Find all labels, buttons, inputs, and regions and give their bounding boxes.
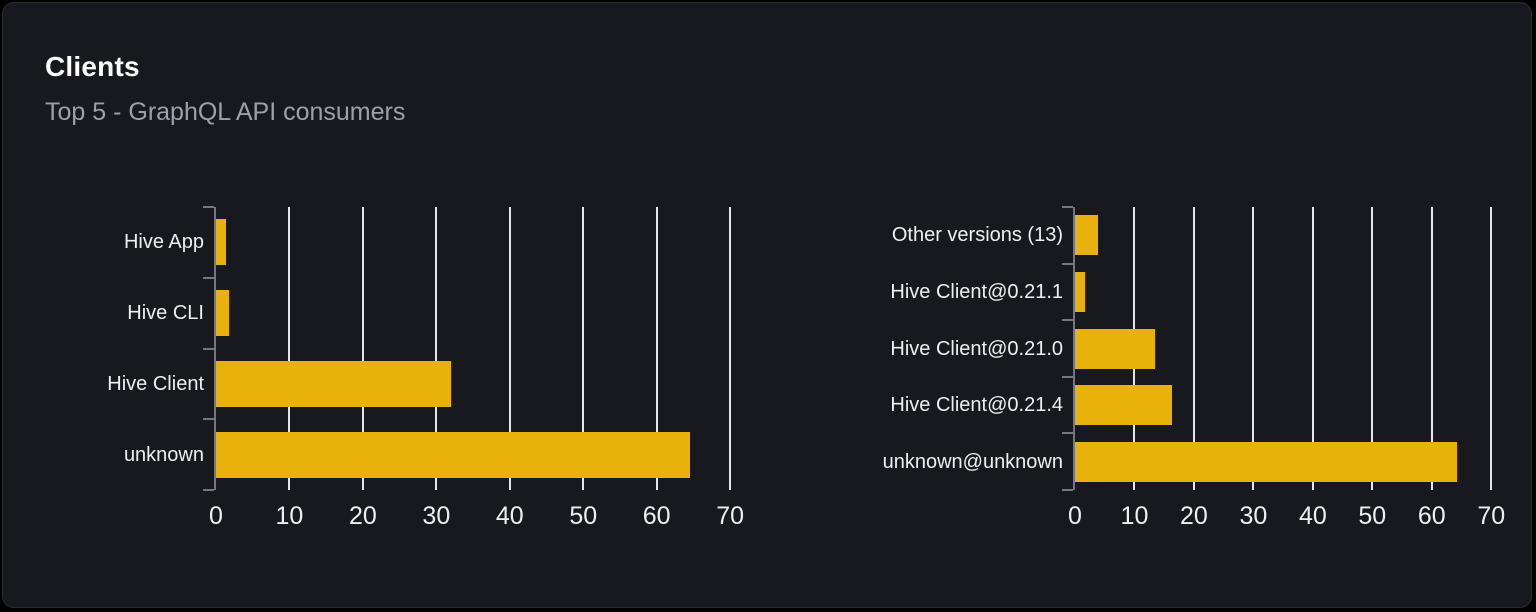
bar-hive-client-0-21-1[interactable]: [1075, 271, 1085, 312]
panel-subtitle: Top 5 - GraphQL API consumers: [45, 98, 406, 126]
bar-hive-cli[interactable]: [216, 290, 230, 337]
bar-unknown-unknown[interactable]: [1075, 441, 1458, 482]
bar-unknown[interactable]: [216, 431, 690, 478]
bar-hive-client[interactable]: [216, 360, 452, 407]
bar-hive-client-0-21-4[interactable]: [1075, 385, 1172, 426]
bar-hive-app[interactable]: [216, 219, 227, 266]
panel-title: Clients: [45, 51, 140, 82]
bar-other-versions-13[interactable]: [1075, 215, 1098, 256]
bar-hive-client-0-21-0[interactable]: [1075, 328, 1155, 369]
